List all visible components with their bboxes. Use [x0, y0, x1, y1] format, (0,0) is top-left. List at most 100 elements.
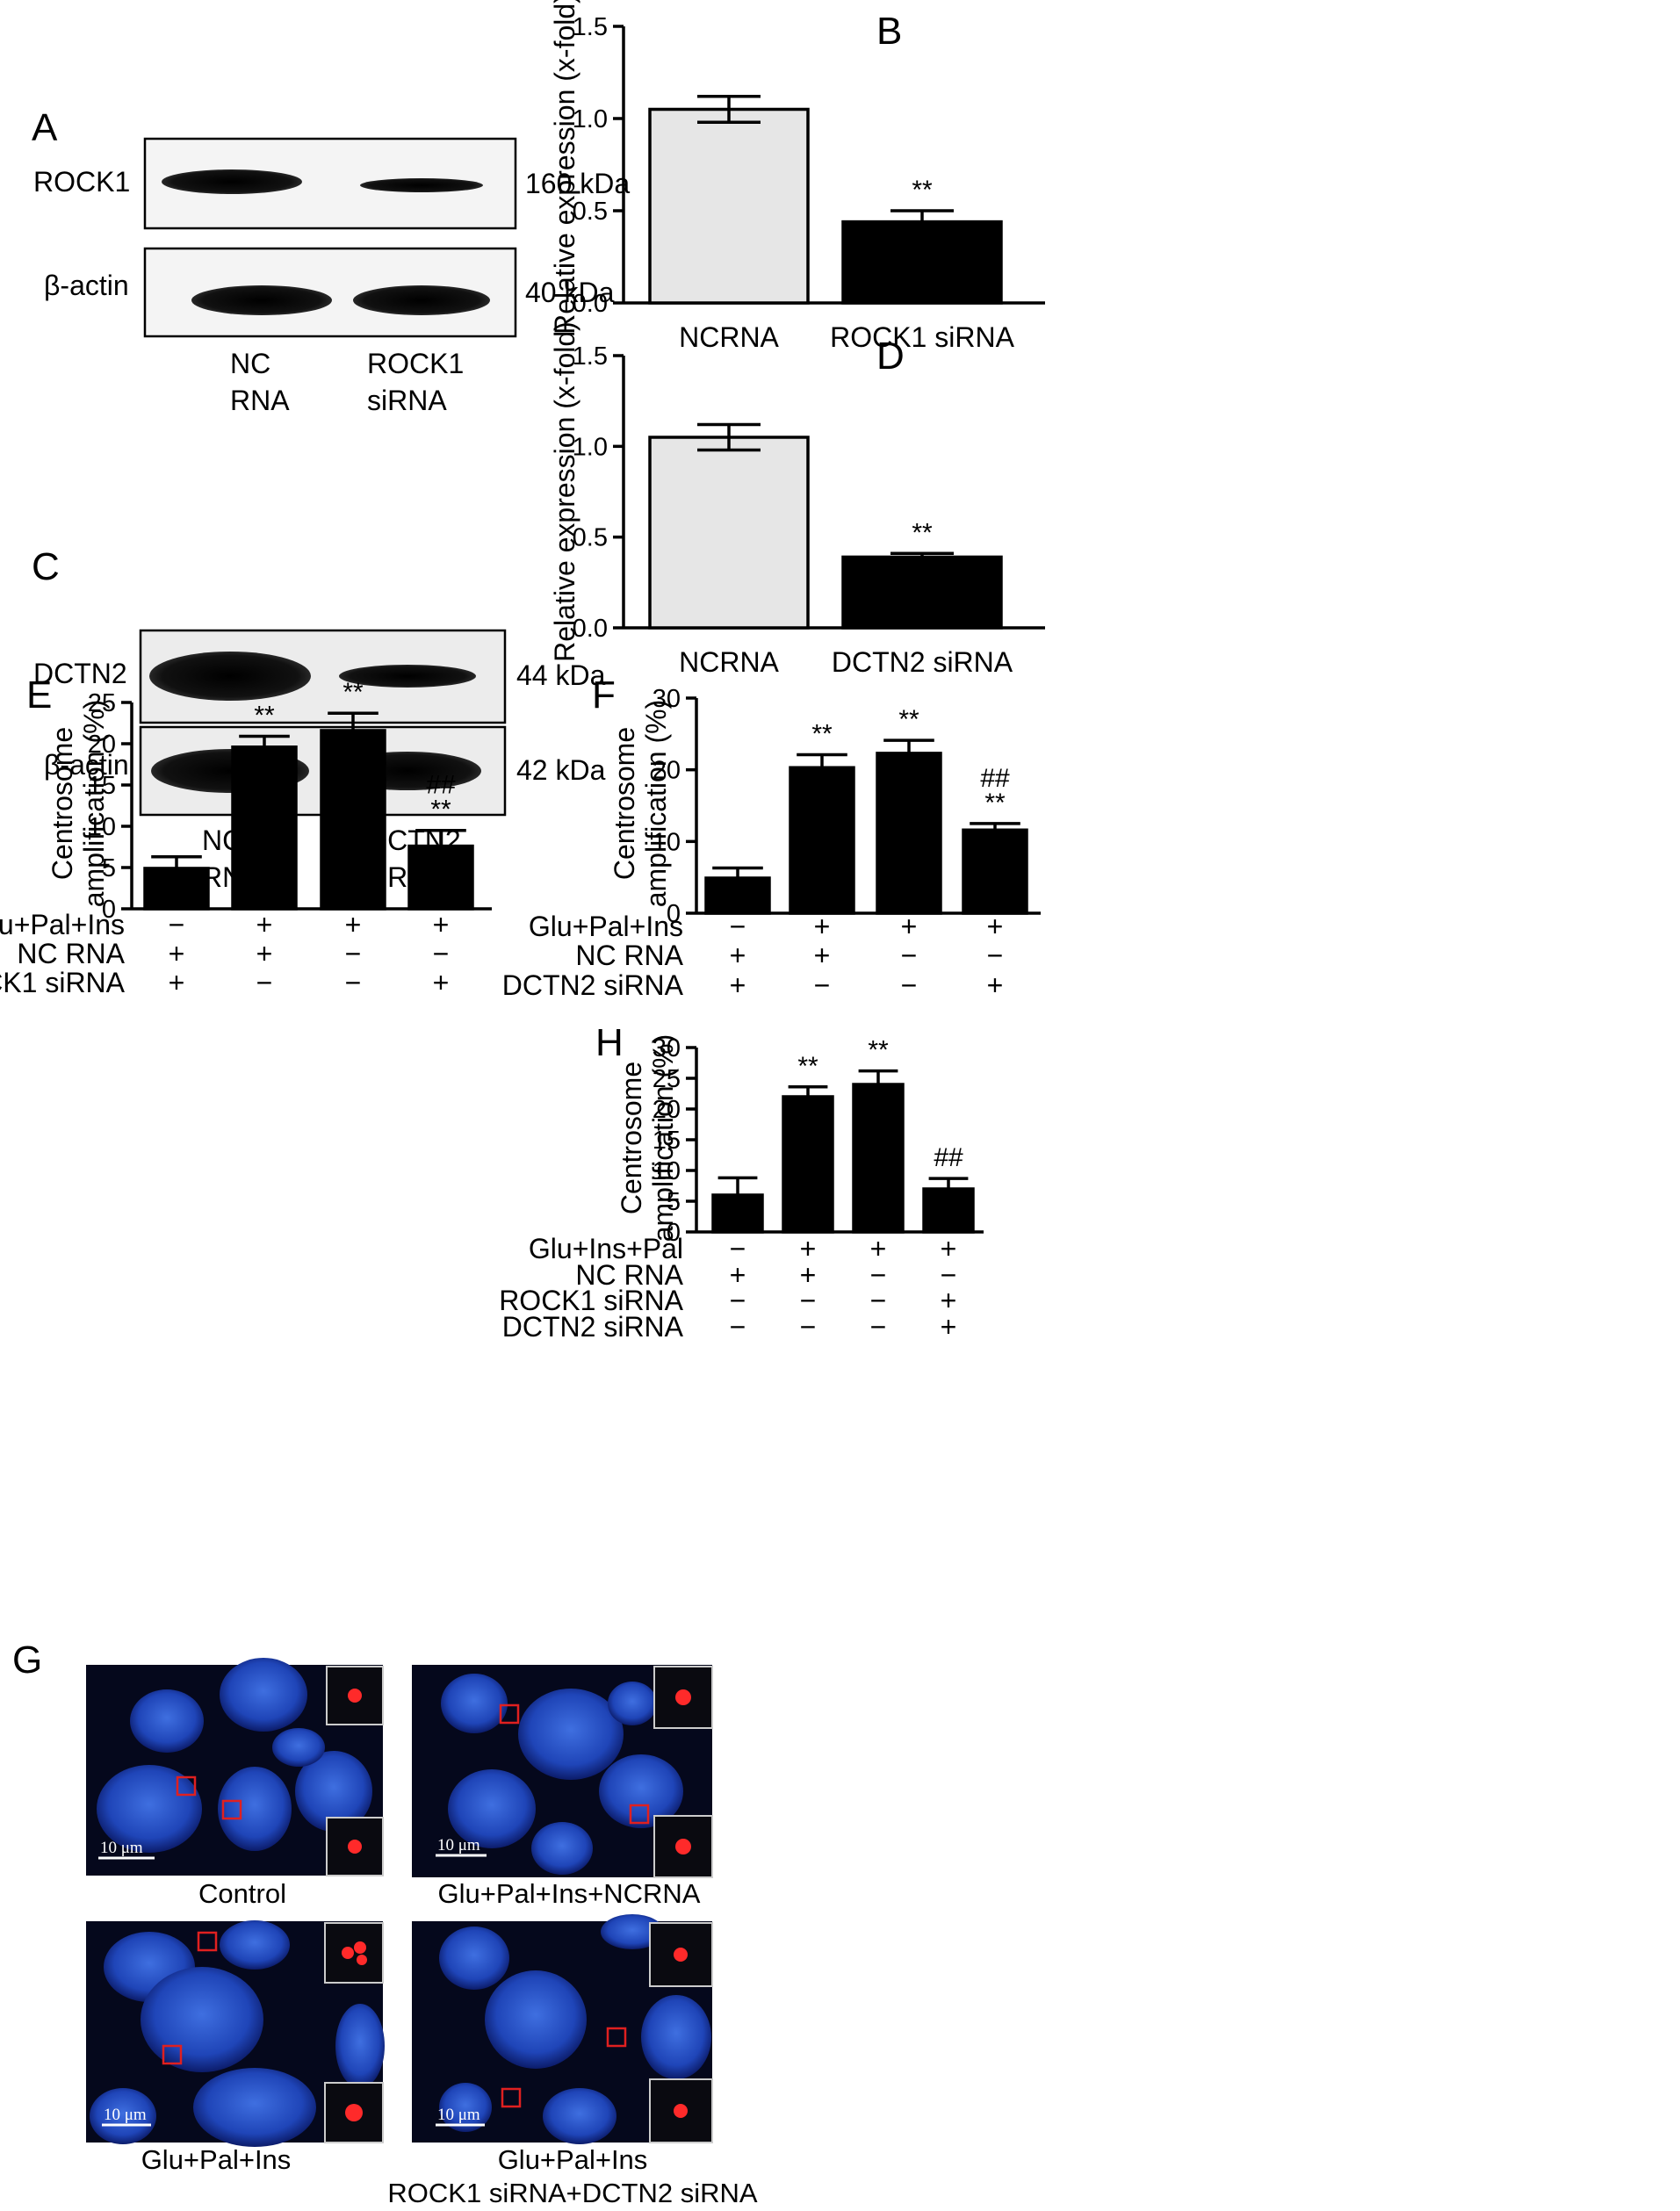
condition-mark: + [256, 909, 273, 940]
scale-bar-label: 10 μm [437, 1836, 480, 1855]
significance-marker: ** [797, 1052, 818, 1081]
condition-mark: − [730, 1311, 746, 1343]
significance-marker: ** [898, 705, 919, 734]
condition-mark: + [814, 940, 831, 971]
blot-row-label-rock1: ROCK1 [33, 166, 130, 198]
condition-mark: − [256, 967, 273, 998]
micrograph-glu-pal-ins-rock1-dctn2-sirna: 10 μm [412, 1914, 713, 2144]
condition-mark: − [901, 969, 918, 1001]
y-tick-label: 0.0 [573, 615, 608, 643]
bar [320, 729, 386, 911]
condition-mark: + [814, 911, 831, 942]
y-tick-label: 5 [667, 1188, 681, 1216]
x-tick-label: NCRNA [679, 321, 779, 353]
condition-mark: + [169, 938, 185, 969]
micrograph-caption: Glu+Pal+Ins [141, 2144, 292, 2175]
y-tick-label: 25 [653, 1065, 681, 1093]
blot-band [149, 652, 311, 701]
y-tick-label: 0 [667, 1219, 681, 1247]
condition-mark: − [941, 1259, 957, 1291]
y-tick-label: 0.5 [573, 198, 608, 226]
y-tick-label: 25 [88, 689, 116, 717]
blot-kda-label: 42 kDa [516, 754, 606, 786]
condition-label: Glu+Pal+Ins [529, 911, 683, 942]
condition-label: NC RNA [575, 1259, 683, 1291]
x-tick-label: ROCK1 siRNA [830, 321, 1014, 353]
condition-label: NC RNA [575, 940, 683, 971]
bar [852, 1083, 905, 1234]
blot-kda-label: 160 kDa [525, 168, 630, 199]
condition-mark: − [814, 969, 831, 1001]
panel-c: C DCTN2 β-actin 44 kDa 42 kDa NC RNA DCT… [32, 545, 606, 893]
panel-letter: D [876, 335, 905, 378]
bar [407, 844, 474, 911]
bar [841, 555, 1003, 630]
condition-mark: + [256, 938, 273, 969]
x-tick-label: DCTN2 siRNA [832, 646, 1013, 678]
y-axis-label: Centrosome [47, 727, 78, 880]
condition-mark: + [730, 969, 746, 1001]
panel-letter-g: G [12, 1638, 42, 1682]
micrograph-caption: Control [198, 1878, 286, 1909]
condition-mark: − [345, 967, 362, 998]
panel-a: A ROCK1 β-actin 160 kDa 40 kDa NC RNA RO… [32, 106, 630, 416]
y-axis-label: Relative expression (x-fold) [549, 0, 580, 335]
lane-label: RNA [230, 385, 290, 416]
condition-mark: + [800, 1259, 817, 1291]
y-tick-label: 0.0 [573, 290, 608, 318]
condition-mark: + [345, 909, 362, 940]
y-axis-label: amplification (%) [78, 700, 110, 908]
condition-mark: − [433, 938, 450, 969]
bar [876, 752, 942, 915]
condition-mark: + [800, 1233, 817, 1264]
condition-label: ROCK1 siRNA [499, 1285, 683, 1316]
significance-marker: ** [430, 796, 451, 825]
lane-label: NC [230, 348, 270, 379]
condition-mark: − [169, 909, 185, 940]
condition-mark: + [987, 969, 1004, 1001]
y-tick-label: 10 [88, 813, 116, 841]
y-tick-label: 1.0 [573, 105, 608, 133]
condition-mark: + [987, 911, 1004, 942]
bar [789, 766, 855, 915]
condition-label: Glu+Ins+Pal [529, 1233, 683, 1264]
y-axis-label: Centrosome [609, 727, 640, 880]
condition-mark: − [870, 1311, 887, 1343]
y-tick-label: 15 [88, 772, 116, 800]
blot-band [353, 285, 490, 315]
blot-row-label-dctn2: DCTN2 [33, 658, 127, 689]
bar [648, 107, 810, 305]
condition-mark: + [169, 967, 185, 998]
condition-mark: + [433, 909, 450, 940]
y-tick-label: 20 [88, 731, 116, 759]
condition-mark: + [870, 1233, 887, 1264]
blot-kda-label: 44 kDa [516, 659, 606, 691]
condition-mark: − [800, 1311, 817, 1343]
y-tick-label: 0 [102, 896, 116, 924]
bar [711, 1193, 764, 1234]
blot-kda-label: 40 kDa [525, 277, 615, 308]
y-tick-label: 1.5 [573, 13, 608, 41]
condition-label: Glu+Pal+Ins [0, 909, 125, 940]
scale-bar-label: 10 μm [437, 2106, 480, 2124]
condition-mark: − [730, 911, 746, 942]
condition-label: NC RNA [17, 938, 125, 969]
y-axis-label: Centrosome [616, 1062, 647, 1214]
micrograph-caption: Glu+Pal+Ins [498, 2144, 648, 2175]
blot-band [360, 178, 483, 192]
x-tick-label: NCRNA [679, 646, 779, 678]
micrograph-control: 10 μm [86, 1658, 384, 1876]
blot-band [162, 169, 302, 194]
condition-mark: + [730, 940, 746, 971]
significance-marker: ## [934, 1143, 963, 1172]
panel-g: G 10 μm Control [12, 1638, 758, 2208]
y-tick-label: 20 [653, 1096, 681, 1124]
y-tick-label: 30 [653, 1034, 681, 1062]
bar [648, 436, 810, 630]
condition-mark: − [800, 1285, 817, 1316]
bar [231, 745, 298, 911]
condition-mark: − [901, 940, 918, 971]
panel-letter: H [595, 1021, 624, 1064]
